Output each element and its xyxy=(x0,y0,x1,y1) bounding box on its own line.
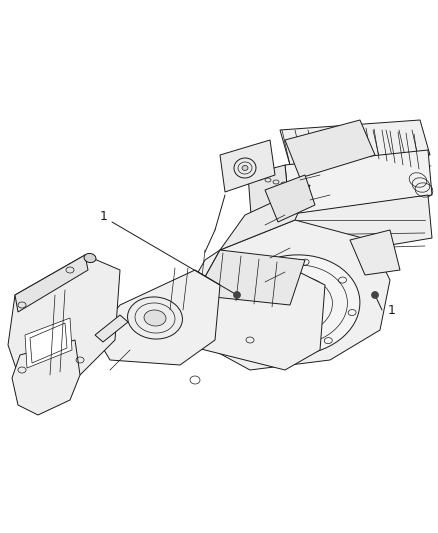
Polygon shape xyxy=(265,175,315,222)
Polygon shape xyxy=(280,120,430,165)
Polygon shape xyxy=(95,315,128,342)
Polygon shape xyxy=(248,165,290,228)
Text: 1: 1 xyxy=(388,303,396,317)
Ellipse shape xyxy=(242,165,248,171)
Polygon shape xyxy=(195,250,305,305)
Polygon shape xyxy=(95,270,220,365)
Polygon shape xyxy=(25,318,72,368)
Polygon shape xyxy=(8,255,120,380)
Ellipse shape xyxy=(281,294,309,316)
Polygon shape xyxy=(350,230,400,275)
Polygon shape xyxy=(12,340,80,415)
Polygon shape xyxy=(285,195,432,262)
Ellipse shape xyxy=(84,254,96,263)
Polygon shape xyxy=(285,120,375,178)
Polygon shape xyxy=(220,140,275,192)
Ellipse shape xyxy=(144,310,166,326)
Polygon shape xyxy=(185,250,325,370)
Ellipse shape xyxy=(127,297,183,339)
Polygon shape xyxy=(185,220,390,370)
Polygon shape xyxy=(15,255,88,312)
Ellipse shape xyxy=(371,292,378,298)
Polygon shape xyxy=(285,150,432,215)
Polygon shape xyxy=(30,323,67,363)
Text: 1: 1 xyxy=(100,211,108,223)
Polygon shape xyxy=(220,185,310,250)
Ellipse shape xyxy=(230,255,360,355)
Ellipse shape xyxy=(233,292,240,298)
